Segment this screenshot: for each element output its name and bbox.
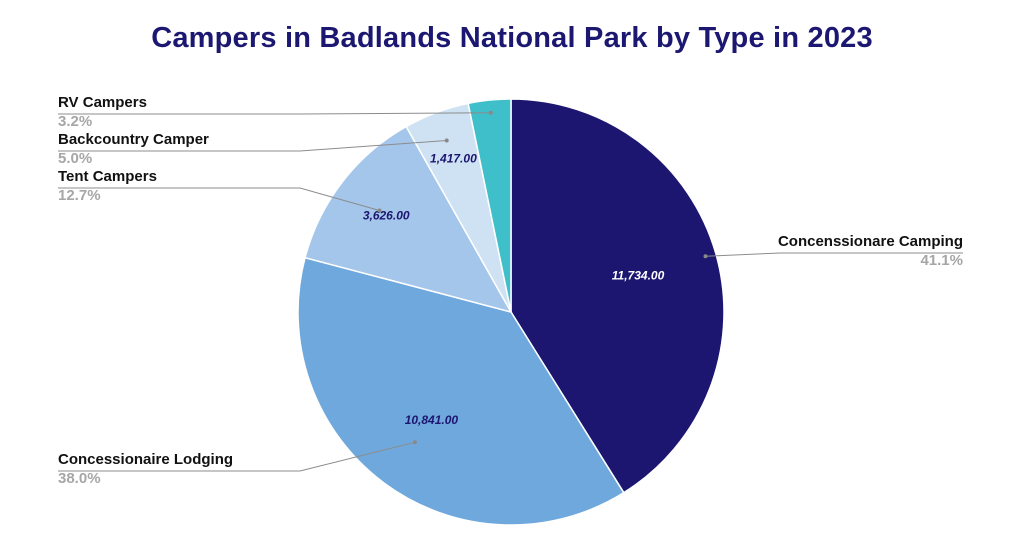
callout-leader-line [58,441,416,472]
callout-leader-line [58,112,491,115]
callout-leader-line [58,187,380,211]
chart-title: Campers in Badlands National Park by Typ… [151,22,873,54]
callout-percent: 41.1% [920,252,963,269]
slice-value-label: 1,417.00 [430,151,477,165]
slice-value-label: 11,734.00 [612,269,665,283]
pie-slices [297,98,725,526]
callout-percent: 38.0% [58,470,101,487]
slice-value-label: 10,841.00 [405,413,459,427]
pie-slice[interactable] [304,125,513,314]
slice-value-labels: 11,734.00 10,841.00 3,626.00 1,417.00 [363,151,665,427]
callout-series-name: Concessionaire Lodging [58,451,233,468]
callout-leader-line [705,252,963,257]
slice-value-label: 3,626.00 [363,209,410,223]
callout-series-name: Tent Campers [58,168,157,185]
callout-percent: 5.0% [58,150,92,167]
pie-slice[interactable] [297,256,625,526]
callout-labels: Concenssionare Camping 41.1% Concessionair… [58,94,963,487]
callout-series-name: Concenssionare Camping [778,233,963,250]
callout-leader-line [58,140,447,152]
callout-series-name: RV Campers [58,94,147,111]
callout-series-name: Backcountry Camper [58,131,209,148]
pie-slice[interactable] [467,98,512,313]
callout-percent: 3.2% [58,113,92,130]
callout-percent: 12.7% [58,187,101,204]
pie-slice[interactable] [510,98,725,494]
